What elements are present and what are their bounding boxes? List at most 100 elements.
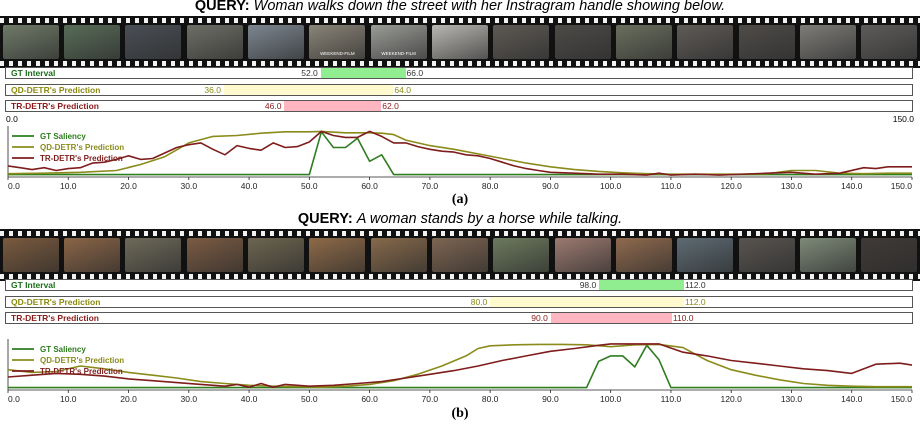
video-frame-thumbnail xyxy=(64,238,120,272)
video-frame-thumbnail xyxy=(370,238,427,272)
x-tick-label: 20.0 xyxy=(120,181,137,190)
interval-end-value: 110.0 xyxy=(672,313,694,323)
interval-bar-label: GT Interval xyxy=(11,68,56,78)
video-frame-thumbnail xyxy=(677,238,734,272)
interval-bar-label: QD-DETR's Prediction xyxy=(11,297,101,307)
range-min-label: 0.0 xyxy=(6,114,18,124)
series-line xyxy=(7,343,913,389)
saliency-line-chart: 0.0 10.0 20.0 30.0 40.0 50.0 60.0 70.0 80.0 90.0 1… xyxy=(7,126,913,190)
x-tick-label: 140.0 xyxy=(841,181,863,190)
interval-bar-label: TR-DETR's Prediction xyxy=(11,313,99,323)
video-filmstrip: WEEKEND-FILM WEEKEND-FILM xyxy=(0,16,920,68)
panel-caption: (a) xyxy=(451,192,469,207)
interval-fill xyxy=(223,85,394,95)
x-tick-label: 60.0 xyxy=(361,394,378,403)
video-frame-thumbnail xyxy=(186,238,243,272)
x-tick-label: 130.0 xyxy=(781,181,803,190)
legend-label: GT Saliency xyxy=(40,345,86,354)
x-tick-label: 80.0 xyxy=(482,394,499,403)
film-perforations-top xyxy=(0,18,920,23)
interval-start-value: 46.0 xyxy=(264,101,282,111)
interval-bar-row: TR-DETR's Prediction 46.0 62.0 xyxy=(5,100,913,112)
video-frame-thumbnail xyxy=(493,238,550,272)
video-frame-thumbnail xyxy=(554,25,611,59)
series-line xyxy=(7,343,912,389)
interval-end-value: 66.0 xyxy=(406,68,424,78)
interval-fill xyxy=(284,101,382,111)
x-tick-label: 90.0 xyxy=(542,181,559,190)
interval-end-value: 112.0 xyxy=(684,297,706,307)
video-frame-thumbnail xyxy=(64,25,120,59)
video-frame-thumbnail xyxy=(616,25,672,59)
video-frame-thumbnail xyxy=(554,238,611,272)
x-tick-label: 100.0 xyxy=(600,181,622,190)
query-text: Woman walks down the street with her Ins… xyxy=(253,0,726,14)
x-tick-label: 20.0 xyxy=(120,394,137,403)
video-frame-thumbnail xyxy=(248,238,304,272)
x-tick-label: 70.0 xyxy=(422,394,439,403)
x-tick-label: 10.0 xyxy=(60,181,77,190)
x-tick-label: 120.0 xyxy=(721,181,743,190)
video-frame-thumbnail xyxy=(738,25,795,59)
video-frame-thumbnail xyxy=(432,25,488,59)
video-frame-thumbnail xyxy=(309,238,366,272)
interval-start-value: 98.0 xyxy=(579,280,597,290)
video-frame-thumbnail xyxy=(861,238,918,272)
query-label: QUERY: xyxy=(194,0,250,14)
x-tick-label: 90.0 xyxy=(542,394,559,403)
interval-fill xyxy=(490,297,684,307)
legend-label: TR-DETR's Prediction xyxy=(40,154,123,163)
legend-label: QD-DETR's Prediction xyxy=(40,143,124,152)
interval-bar-row: TR-DETR's Prediction 90.0 110.0 xyxy=(5,312,913,324)
series-line xyxy=(8,131,912,176)
x-tick-label: 40.0 xyxy=(241,394,258,403)
interval-bar-row: GT Interval 98.0 112.0 xyxy=(5,279,913,291)
x-tick-label: 30.0 xyxy=(181,394,198,403)
interval-bar-row: QD-DETR's Prediction 80.0 112.0 xyxy=(5,296,913,308)
x-tick-label: 100.0 xyxy=(600,394,622,403)
x-tick-label: 130.0 xyxy=(781,394,803,403)
video-frame-thumbnail xyxy=(186,25,243,59)
x-tick-label: 110.0 xyxy=(661,181,682,190)
interval-bar-label: TR-DETR's Prediction xyxy=(11,101,99,111)
legend-label: QD-DETR's Prediction xyxy=(40,356,124,365)
interval-fill xyxy=(599,280,684,290)
video-frame-thumbnail xyxy=(738,238,795,272)
x-tick-label: 50.0 xyxy=(301,394,318,403)
video-frame-thumbnail xyxy=(800,238,856,272)
series-line xyxy=(8,344,912,389)
video-frame-thumbnail xyxy=(861,25,918,59)
film-perforations-bottom xyxy=(0,274,920,279)
interval-start-value: 80.0 xyxy=(470,297,488,307)
interval-bar-label: QD-DETR's Prediction xyxy=(11,85,101,95)
interval-fill xyxy=(320,68,406,78)
legend-label: TR-DETR's Prediction xyxy=(40,367,123,376)
saliency-line-chart: 0.0 10.0 20.0 30.0 40.0 50.0 60.0 70.0 80.0 90.0 1… xyxy=(7,339,913,403)
series-line xyxy=(7,130,912,176)
interval-bar-row: GT Interval 52.0 66.0 xyxy=(5,67,913,79)
x-tick-label: 80.0 xyxy=(482,181,499,190)
query-label: QUERY: xyxy=(297,211,353,227)
interval-end-value: 64.0 xyxy=(394,85,411,95)
video-filmstrip xyxy=(0,229,920,281)
range-max-label: 150.0 xyxy=(892,114,914,124)
interval-end-value: 112.0 xyxy=(684,280,706,290)
video-frame-thumbnail xyxy=(493,25,550,59)
x-tick-label: 10.0 xyxy=(60,394,77,403)
video-frame-thumbnail xyxy=(616,238,672,272)
video-frame-thumbnail: WEEKEND-FILM xyxy=(309,25,366,59)
interval-start-value: 36.0 xyxy=(204,85,221,95)
interval-start-value: 52.0 xyxy=(301,68,318,78)
x-tick-label: 60.0 xyxy=(361,181,378,190)
x-tick-label: 150.0 xyxy=(891,181,913,190)
interval-bar-row: QD-DETR's Prediction 36.0 64.0 xyxy=(5,84,913,96)
video-frame-thumbnail xyxy=(125,238,182,272)
x-tick-label: 70.0 xyxy=(422,181,439,190)
x-tick-label: 50.0 xyxy=(301,181,318,190)
query-text: A woman stands by a horse while talking. xyxy=(356,211,623,227)
video-frame-thumbnail xyxy=(677,25,734,59)
interval-bar-label: GT Interval xyxy=(11,280,56,290)
query-line: QUERY: A woman stands by a horse while t… xyxy=(0,211,920,227)
x-tick-label: 140.0 xyxy=(841,394,863,403)
video-frame-thumbnail xyxy=(2,25,59,59)
